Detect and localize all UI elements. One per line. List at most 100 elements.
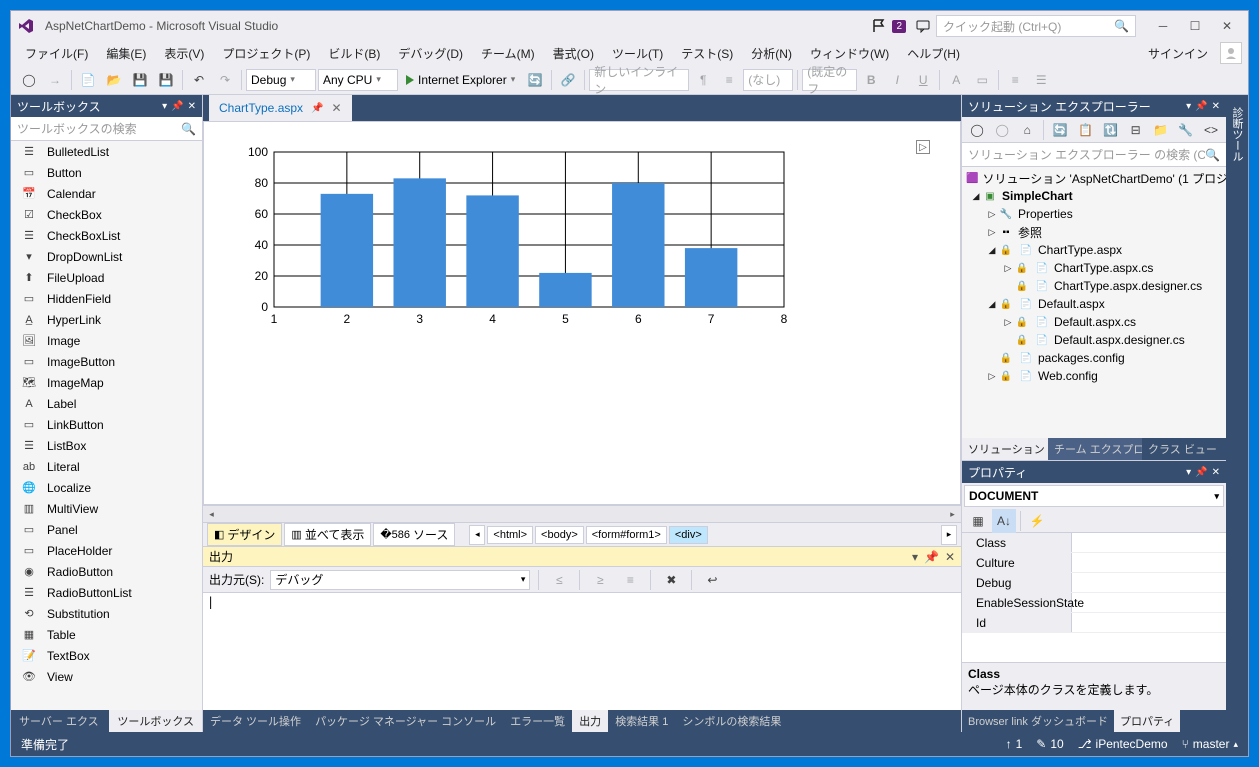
hscrollbar[interactable]: ◂ ▸ xyxy=(203,505,961,522)
tab-error-list[interactable]: エラー一覧 xyxy=(503,710,572,732)
breadcrumb-html[interactable]: <html> xyxy=(487,526,533,544)
toolbox-item-substitution[interactable]: ⟲Substitution xyxy=(11,603,202,624)
tree-charttype-cs[interactable]: ▷🔒📄ChartType.aspx.cs xyxy=(962,259,1226,277)
toolbox-item-listbox[interactable]: ☰ListBox xyxy=(11,435,202,456)
breadcrumb-div[interactable]: <div> xyxy=(669,526,708,544)
signin-link[interactable]: サインイン xyxy=(1142,42,1214,65)
toolbox-item-localize[interactable]: 🌐Localize xyxy=(11,477,202,498)
run-button[interactable]: Internet Explorer▾ xyxy=(400,68,521,92)
refresh-icon[interactable]: 🔄 xyxy=(523,68,547,92)
breadcrumb-left-icon[interactable]: ◂ xyxy=(469,525,485,545)
toolbox-item-checkbox[interactable]: ☑CheckBox xyxy=(11,204,202,225)
toolbox-item-dropdownlist[interactable]: ▾DropDownList xyxy=(11,246,202,267)
props-dropdown-icon[interactable]: ▾ xyxy=(1186,467,1191,478)
toolbox-item-hyperlink[interactable]: A̲HyperLink xyxy=(11,309,202,330)
sol-showall-icon[interactable]: 📁 xyxy=(1150,118,1172,142)
sol-sync-icon[interactable]: 🔄 xyxy=(1049,118,1071,142)
toolbox-item-label[interactable]: ALabel xyxy=(11,393,202,414)
expand-icon[interactable]: ▷ xyxy=(986,227,998,238)
menu-window[interactable]: ウィンドウ(W) xyxy=(802,42,897,65)
prop-row-class[interactable]: Class xyxy=(962,533,1226,553)
browser-link-icon[interactable]: 🔗 xyxy=(556,68,580,92)
new-project-icon[interactable]: 📄 xyxy=(76,68,100,92)
menu-format[interactable]: 書式(O) xyxy=(545,42,602,65)
menu-project[interactable]: プロジェクト(P) xyxy=(214,42,318,65)
undo-icon[interactable]: ↶ xyxy=(187,68,211,92)
status-branch[interactable]: ⑂master▴ xyxy=(1182,737,1238,751)
sol-pending-icon[interactable]: 📋 xyxy=(1074,118,1096,142)
toolbox-item-image[interactable]: 🖼Image xyxy=(11,330,202,351)
platform-combo[interactable]: Any CPU▾ xyxy=(318,69,398,91)
close-button[interactable]: ✕ xyxy=(1212,15,1242,37)
status-repo[interactable]: ⎇iPentecDemo xyxy=(1078,737,1168,751)
toolbox-item-panel[interactable]: ▭Panel xyxy=(11,519,202,540)
nav-back-icon[interactable]: ◯ xyxy=(17,68,41,92)
props-close-icon[interactable]: ✕ xyxy=(1212,467,1220,478)
tab-package-manager[interactable]: パッケージ マネージャー コンソール xyxy=(308,710,503,732)
toolbox-search-input[interactable]: ツールボックスの検索 🔍 xyxy=(11,117,202,141)
properties-object-combo[interactable]: DOCUMENT▾ xyxy=(964,485,1224,507)
sol-pin-icon[interactable]: 📌 xyxy=(1195,101,1207,112)
pin-icon[interactable]: 📌 xyxy=(171,101,183,112)
toolbox-item-imagemap[interactable]: 🗺ImageMap xyxy=(11,372,202,393)
tree-project[interactable]: ◢▣SimpleChart xyxy=(962,187,1226,205)
toolbox-item-linkbutton[interactable]: ▭LinkButton xyxy=(11,414,202,435)
toolbox-item-bulletedlist[interactable]: ☰BulletedList xyxy=(11,141,202,162)
expand-icon[interactable]: ◢ xyxy=(970,191,982,202)
toolbox-item-literal[interactable]: abLiteral xyxy=(11,456,202,477)
menu-tools[interactable]: ツール(T) xyxy=(604,42,671,65)
view-split-button[interactable]: ▥ 並べて表示 xyxy=(284,523,371,546)
tree-charttype-designer[interactable]: 🔒📄ChartType.aspx.designer.cs xyxy=(962,277,1226,295)
toolbox-item-fileupload[interactable]: ⬆FileUpload xyxy=(11,267,202,288)
tab-team-explorer[interactable]: チーム エクスプロ... xyxy=(1048,438,1142,460)
tree-charttype-aspx[interactable]: ◢🔒📄ChartType.aspx xyxy=(962,241,1226,259)
open-icon[interactable]: 📂 xyxy=(102,68,126,92)
props-pin-icon[interactable]: 📌 xyxy=(1195,467,1207,478)
toolbox-item-radiobuttonlist[interactable]: ☰RadioButtonList xyxy=(11,582,202,603)
expand-icon[interactable]: ▷ xyxy=(1002,317,1014,328)
prop-row-id[interactable]: Id xyxy=(962,613,1226,633)
status-up[interactable]: ↑1 xyxy=(1006,737,1023,751)
tab-properties[interactable]: プロパティ xyxy=(1114,710,1180,732)
sol-refresh-icon[interactable]: 🔃 xyxy=(1099,118,1121,142)
notification-badge[interactable]: 2 xyxy=(892,20,906,33)
toolbox-item-textbox[interactable]: 📝TextBox xyxy=(11,645,202,666)
tree-default-aspx[interactable]: ◢🔒📄Default.aspx xyxy=(962,295,1226,313)
breadcrumb-form[interactable]: <form#form1> xyxy=(586,526,667,544)
expand-icon[interactable]: ◢ xyxy=(986,299,998,310)
expand-icon[interactable]: ▷ xyxy=(986,209,998,220)
expand-icon[interactable]: ▷ xyxy=(986,371,998,382)
sol-props-icon[interactable]: 🔧 xyxy=(1175,118,1197,142)
prop-row-enablesessionstate[interactable]: EnableSessionState xyxy=(962,593,1226,613)
menu-test[interactable]: テスト(S) xyxy=(673,42,741,65)
toolbox-item-hiddenfield[interactable]: ▭HiddenField xyxy=(11,288,202,309)
prop-row-debug[interactable]: Debug xyxy=(962,573,1226,593)
solution-search-input[interactable]: ソリューション エクスプローラー の検索 (Ctrl+:) 🔍 xyxy=(962,143,1226,167)
view-source-button[interactable]: �586 ソース xyxy=(373,523,455,546)
menu-help[interactable]: ヘルプ(H) xyxy=(899,42,968,65)
menu-team[interactable]: チーム(M) xyxy=(473,42,543,65)
designer-surface[interactable]: ▷ 12345678020406080100 xyxy=(203,121,961,505)
tab-data-tools[interactable]: データ ツール操作 xyxy=(203,710,308,732)
properties-grid[interactable]: ClassCultureDebugEnableSessionStateId xyxy=(962,533,1226,662)
tab-browser-link[interactable]: Browser link ダッシュボード xyxy=(962,710,1114,732)
tree-references[interactable]: ▷▪▪参照 xyxy=(962,223,1226,241)
scroll-left-icon[interactable]: ◂ xyxy=(203,506,220,523)
pin-tab-icon[interactable]: 📌 xyxy=(311,103,323,114)
output-clear-icon[interactable]: ✖ xyxy=(659,568,683,592)
menu-file[interactable]: ファイル(F) xyxy=(17,42,96,65)
doc-tab-charttype[interactable]: ChartType.aspx 📌 ✕ xyxy=(209,95,352,121)
close-tab-icon[interactable]: ✕ xyxy=(332,101,342,115)
sol-preview-icon[interactable]: <> xyxy=(1200,118,1222,142)
toolbox-item-multiview[interactable]: ▥MultiView xyxy=(11,498,202,519)
chart-expand-icon[interactable]: ▷ xyxy=(916,140,930,154)
tab-find-results[interactable]: 検索結果 1 xyxy=(608,710,675,732)
toolbox-item-imagebutton[interactable]: ▭ImageButton xyxy=(11,351,202,372)
toolbox-item-placeholder[interactable]: ▭PlaceHolder xyxy=(11,540,202,561)
config-combo[interactable]: Debug▾ xyxy=(246,69,316,91)
tree-solution[interactable]: 🟪ソリューション 'AspNetChartDemo' (1 プロジェク xyxy=(962,169,1226,187)
menu-build[interactable]: ビルド(B) xyxy=(320,42,388,65)
toolbox-item-table[interactable]: ▦Table xyxy=(11,624,202,645)
scroll-right-icon[interactable]: ▸ xyxy=(944,506,961,523)
toolbox-item-checkboxlist[interactable]: ☰CheckBoxList xyxy=(11,225,202,246)
